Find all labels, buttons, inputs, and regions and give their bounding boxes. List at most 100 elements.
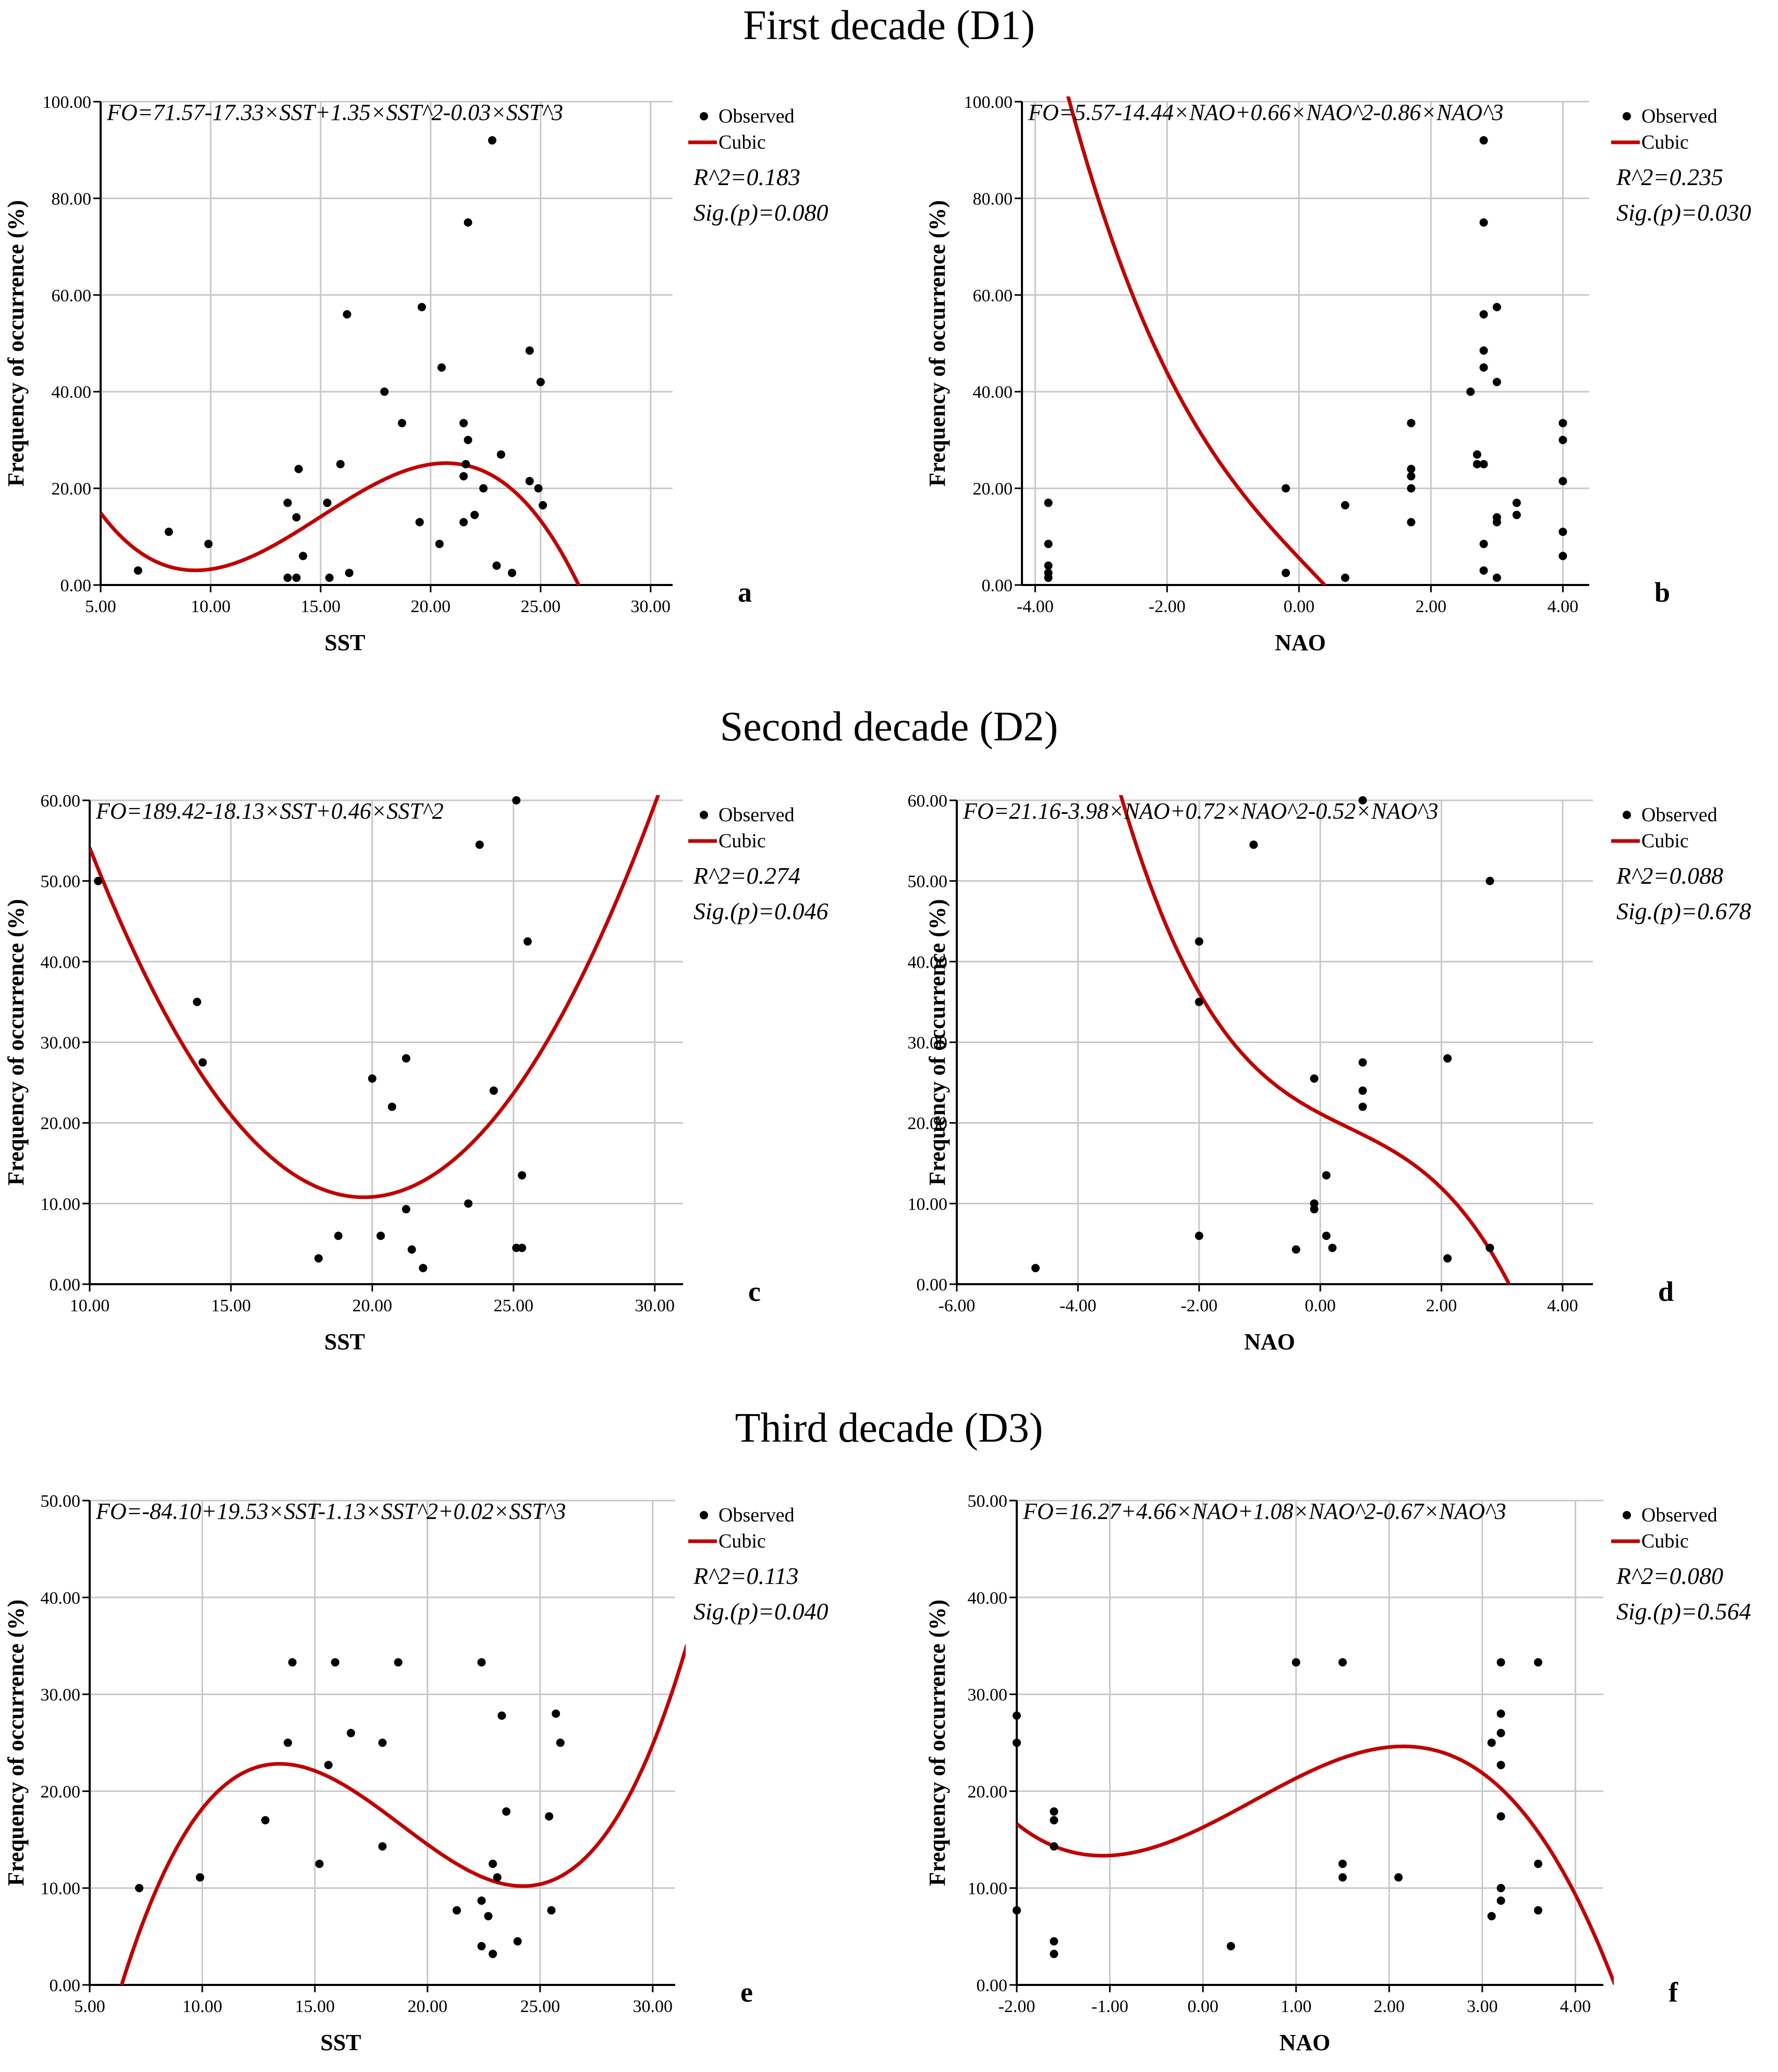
y-tick-label: 0.00 (60, 576, 92, 595)
y-tick-label: 0.00 (977, 1976, 1008, 1995)
observed-point (1050, 1949, 1058, 1958)
panel-letter: b (1654, 577, 1670, 608)
x-tick-label: 30.00 (635, 1296, 675, 1315)
fit-equation: FO=16.27+4.66×NAO+1.08×NAO^2-0.67×NAO^3 (1022, 1498, 1506, 1524)
observed-point (1407, 518, 1416, 527)
observed-point (1479, 136, 1488, 145)
observed-point (477, 1942, 486, 1951)
significance-label: Sig.(p)=0.678 (1616, 898, 1751, 924)
observed-point (1044, 540, 1053, 549)
panel-letter: c (748, 1276, 761, 1307)
observed-point (1031, 1264, 1040, 1273)
observed-point (1195, 937, 1203, 946)
fit-curve (90, 795, 660, 1199)
observed-point (315, 1859, 324, 1868)
x-tick-label: -2.00 (998, 1997, 1036, 2016)
x-tick-label: 25.00 (521, 597, 561, 616)
observed-point (1013, 1906, 1021, 1915)
panel-letter: a (738, 577, 752, 608)
x-tick-label: 2.00 (1416, 597, 1447, 616)
x-tick-label: 5.00 (85, 597, 116, 616)
observed-point (513, 1937, 522, 1946)
observed-point (1496, 1658, 1505, 1667)
x-tick-label: 20.00 (408, 1997, 448, 2016)
observed-point (1282, 568, 1290, 577)
observed-point (401, 1054, 410, 1063)
observed-point (1512, 510, 1521, 519)
observed-point (1358, 1086, 1367, 1095)
observed-point (523, 937, 532, 946)
x-tick-label: 25.00 (494, 1296, 534, 1315)
observed-point (376, 1232, 385, 1240)
panel-e: 5.00 10.00 15.00 20.00 25.00 30.00 0.00 10.00 20… (3, 1492, 828, 2055)
observed-point (1195, 1232, 1203, 1240)
y-tick-label: 50.00 (968, 1492, 1008, 1511)
observed-point (470, 510, 479, 519)
y-tick-label: 40.00 (968, 1589, 1008, 1608)
x-tick-label: 10.00 (191, 597, 231, 616)
significance-label: Sig.(p)=0.564 (1616, 1598, 1751, 1625)
observed-point (1496, 1761, 1505, 1770)
legend-observed-marker (1623, 112, 1631, 120)
x-tick-label: 20.00 (352, 1296, 393, 1315)
observed-point (1013, 1738, 1021, 1747)
observed-point (479, 484, 488, 493)
observed-point (1479, 540, 1488, 549)
observed-point (1492, 574, 1501, 582)
r-squared-label: R^2=0.183 (693, 164, 800, 190)
observed-point (415, 518, 424, 527)
observed-point (198, 1058, 207, 1067)
observed-point (477, 1896, 486, 1905)
observed-point (1358, 796, 1367, 805)
y-tick-label: 40.00 (973, 383, 1013, 402)
observed-point (1466, 387, 1475, 396)
observed-point (1472, 450, 1481, 459)
x-tick-label: 0.00 (1187, 1997, 1219, 2016)
observed-point (1485, 876, 1494, 885)
observed-point (1044, 498, 1053, 507)
legend-observed-label: Observed (718, 1504, 795, 1526)
y-tick-label: 60.00 (908, 791, 948, 811)
observed-point (387, 1102, 396, 1111)
observed-point (1358, 1058, 1367, 1067)
legend-observed-label: Observed (1641, 105, 1718, 127)
observed-point (1496, 1896, 1505, 1905)
observed-point (453, 1906, 461, 1915)
observed-point (1472, 460, 1481, 469)
x-tick-label: 15.00 (295, 1997, 335, 2016)
observed-point (325, 574, 334, 582)
observed-point (324, 1761, 333, 1770)
panel-f: -2.00 -1.00 0.00 1.00 2.00 3.00 4.00 0.00 10.00 2… (924, 1492, 1751, 2055)
y-tick-label: 0.00 (982, 576, 1013, 595)
panel-letter: f (1669, 1977, 1678, 2008)
observed-point (323, 498, 332, 507)
x-tick-label: -2.00 (1180, 1296, 1217, 1315)
observed-point (1558, 435, 1567, 444)
panel-c: 10.00 15.00 20.00 25.00 30.000.0010.0020.003… (3, 791, 828, 1355)
x-axis-title: NAO (1280, 2030, 1331, 2055)
observed-point (299, 552, 308, 560)
observed-point (419, 1264, 428, 1273)
observed-point (1487, 1912, 1496, 1921)
observed-point (1407, 419, 1416, 428)
observed-point (1050, 1816, 1058, 1825)
y-tick-label: 0.00 (50, 1976, 81, 1995)
y-tick-label: 20.00 (41, 1114, 81, 1133)
observed-point (1195, 997, 1203, 1006)
fit-curve (101, 461, 581, 585)
x-tick-label: 2.00 (1374, 1997, 1405, 2016)
x-tick-label: -1.00 (1091, 1997, 1128, 2016)
y-tick-label: 30.00 (41, 1686, 81, 1705)
observed-point (493, 1873, 502, 1882)
x-tick-label: 4.00 (1547, 1296, 1578, 1315)
x-tick-label: 2.00 (1426, 1296, 1457, 1315)
x-axis-title: SST (324, 1329, 365, 1355)
observed-point (1328, 1244, 1337, 1252)
y-tick-label: 100.00 (43, 93, 92, 112)
fit-equation: FO=189.42-18.13×SST+0.46×SST^2 (95, 798, 444, 824)
observed-point (294, 465, 303, 473)
observed-point (437, 363, 446, 372)
x-tick-label: 4.00 (1548, 597, 1579, 616)
y-tick-label: 60.00 (973, 286, 1013, 306)
panel-b: -4.00 -2.00 0.00 2.00 4.00 0.00 20.00 40.00 60.0… (924, 93, 1751, 655)
